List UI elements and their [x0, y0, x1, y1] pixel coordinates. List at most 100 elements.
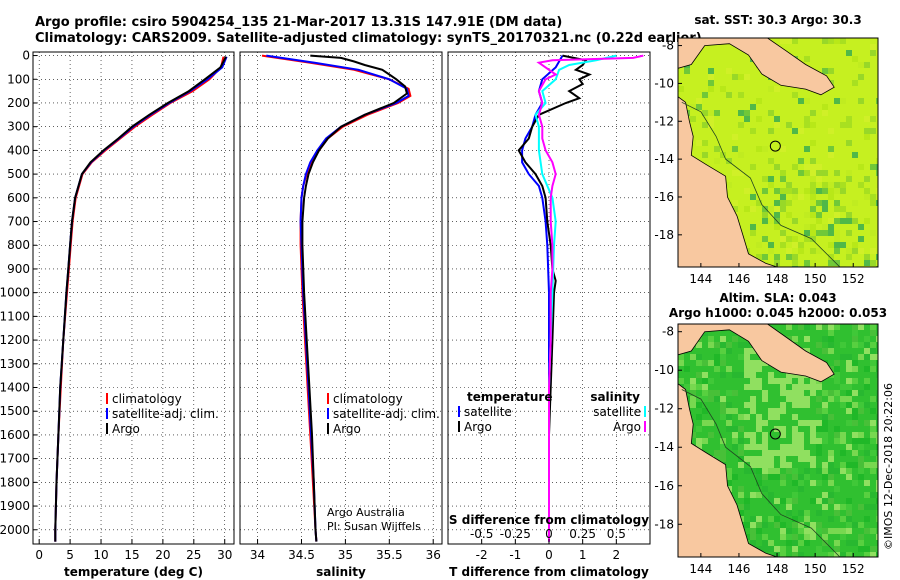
x-tick-label: 0: [35, 548, 43, 562]
map-cell: [792, 432, 798, 438]
map-cell: [846, 468, 852, 474]
map-title: Altim. SLA: 0.043: [719, 291, 836, 305]
map-cell: [840, 450, 846, 456]
map-cell: [750, 462, 756, 468]
map-cell: [798, 384, 804, 390]
map-y-tick-label: -10: [654, 363, 674, 377]
map-cell: [774, 504, 780, 510]
map-cell: [810, 188, 816, 194]
map-cell: [828, 254, 834, 260]
map-cell: [870, 260, 876, 266]
map-cell: [864, 402, 870, 408]
map-cell: [714, 110, 720, 116]
map-cell: [810, 212, 816, 218]
map-cell: [780, 408, 786, 414]
map-cell: [720, 86, 726, 92]
map-cell: [846, 522, 852, 528]
map-cell: [822, 104, 828, 110]
x-tick-label: 25: [186, 548, 201, 562]
map-cell: [864, 354, 870, 360]
map-cell: [726, 372, 732, 378]
map-cell: [798, 552, 804, 557]
map-cell: [846, 402, 852, 408]
map-cell: [840, 468, 846, 474]
map-cell: [858, 324, 864, 330]
map-cell: [870, 348, 876, 354]
panel-difference: -2 -1 0 1 2 T difference from climatology -0.5…: [447, 51, 651, 579]
map-cell: [810, 164, 816, 170]
map-cell: [804, 474, 810, 480]
map-cell: [864, 194, 870, 200]
map-cell: [834, 426, 840, 432]
map-cell: [876, 444, 878, 450]
map-cell: [840, 552, 846, 557]
map-cell: [756, 468, 762, 474]
map-cell: [846, 474, 852, 480]
map-cell: [708, 68, 714, 74]
map-cell: [756, 522, 762, 528]
map-cell: [846, 390, 852, 396]
y-tick-label: 100: [7, 72, 30, 86]
map-cell: [828, 414, 834, 420]
map-cell: [828, 152, 834, 158]
map-cell: [852, 218, 858, 224]
map-cell: [786, 188, 792, 194]
float-position-marker: [769, 428, 781, 440]
map-cell: [858, 474, 864, 480]
map-cell: [852, 348, 858, 354]
credit-label: ©IMOS 12-Dec-2018 20:22:06: [882, 383, 895, 550]
x-tick-label: 0: [545, 548, 553, 562]
map-cell: [696, 402, 702, 408]
map-cell: [840, 504, 846, 510]
map-cell: [834, 38, 840, 44]
map-cell: [858, 456, 864, 462]
map-cell: [702, 378, 708, 384]
legend-title: temperature: [467, 390, 552, 404]
map-cell: [732, 438, 738, 444]
map-cell: [708, 396, 714, 402]
map-cell: [792, 546, 798, 552]
map-cell: [828, 474, 834, 480]
map-cell: [792, 254, 798, 260]
y-tick-label: 800: [7, 238, 30, 252]
map-cell: [786, 504, 792, 510]
map-y-tick-label: -14: [654, 440, 674, 454]
map-cell: [714, 402, 720, 408]
map-cell: [858, 74, 864, 80]
map-cell: [864, 462, 870, 468]
series-line-s-argo: [536, 54, 644, 542]
map-cell: [768, 158, 774, 164]
map-cell: [876, 390, 878, 396]
map-cell: [864, 116, 870, 122]
map-cell: [798, 522, 804, 528]
map-cell: [822, 438, 828, 444]
map-cell: [750, 360, 756, 366]
map-cell: [810, 456, 816, 462]
map-cell: [846, 230, 852, 236]
map-cell: [810, 230, 816, 236]
map-cell: [810, 260, 816, 266]
map-cell: [774, 378, 780, 384]
map-cell: [768, 468, 774, 474]
map-cell: [744, 522, 750, 528]
x-tick-label: -2: [476, 548, 488, 562]
legend-label: climatology: [333, 392, 403, 406]
map-cell: [858, 402, 864, 408]
map-cell: [858, 390, 864, 396]
map-cell: [834, 390, 840, 396]
map-cell: [744, 372, 750, 378]
map-cell: [810, 236, 816, 242]
map-cell: [804, 510, 810, 516]
map-cell: [864, 552, 870, 557]
map-cell: [834, 546, 840, 552]
map-cell: [852, 420, 858, 426]
map-cell: [804, 348, 810, 354]
map-cell: [690, 408, 696, 414]
map-cell: [762, 468, 768, 474]
map-cell: [804, 164, 810, 170]
map-cell: [870, 128, 876, 134]
map-cell: [834, 486, 840, 492]
map-cell: [804, 98, 810, 104]
y-tick-label: 200: [7, 96, 30, 110]
map-frame: [677, 37, 879, 268]
